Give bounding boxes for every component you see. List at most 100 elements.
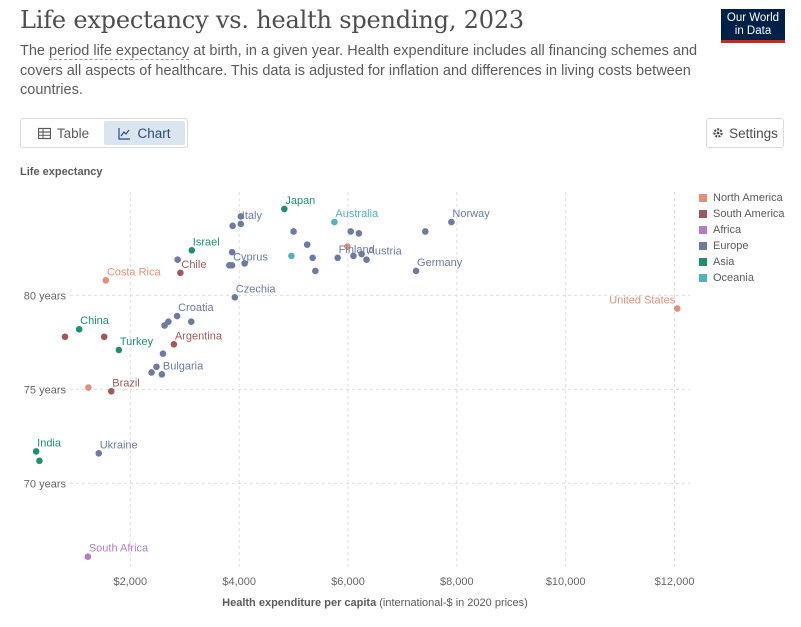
data-point[interactable] [84,553,92,561]
data-point[interactable] [173,312,181,320]
data-point[interactable] [350,252,357,260]
view-tabs: Table Chart [20,118,188,148]
chart-title: Life expectancy vs. health spending, 202… [20,6,524,34]
data-point[interactable] [158,371,166,378]
y-axis-title: Life expectancy [20,166,103,178]
y-tick-label: 70 years [24,478,67,490]
data-point[interactable] [303,241,311,248]
x-tick-label: $10,000 [546,576,586,588]
data-point[interactable] [159,350,167,357]
legend-item[interactable]: Oceania [699,270,785,286]
subtitle-text-post: at birth, in a given year. Health expend… [20,43,698,98]
legend-item[interactable]: Europe [699,238,785,254]
tab-table-label: Table [56,125,90,141]
data-label: Finland [339,244,375,256]
data-point[interactable] [85,384,92,391]
data-point[interactable] [95,450,103,457]
subtitle-link-period-life-expectancy[interactable]: period life expectancy [49,43,190,60]
data-point[interactable] [231,293,239,301]
data-point[interactable] [241,260,248,267]
data-label: South Africa [89,543,149,555]
data-point[interactable] [36,457,43,465]
data-label: Italy [242,210,263,222]
data-point[interactable] [421,228,429,235]
legend-label: South America [713,208,785,220]
data-point[interactable] [363,256,370,263]
data-point[interactable] [281,205,288,213]
data-point[interactable] [174,256,181,263]
data-point[interactable] [32,448,40,455]
data-point[interactable] [334,254,341,262]
chart-icon [118,127,131,140]
data-point[interactable] [331,218,338,226]
x-tick-label: $6,000 [331,576,365,588]
x-tick-labels: $2,000 $4,000 $6,000 $8,000 $10,000 $12,000 [113,576,694,588]
data-label: Croatia [178,302,214,314]
data-point[interactable] [102,277,110,284]
data-point[interactable] [288,252,295,260]
gridlines [70,192,690,570]
data-label: Norway [452,208,490,220]
data-point[interactable] [673,305,681,312]
legend-item[interactable]: South America [699,206,785,222]
legend-label: Asia [713,256,735,268]
legend-label: Africa [713,224,742,236]
data-point[interactable] [344,243,351,250]
data-point[interactable] [170,340,178,348]
chart-subtitle: The period life expectancy at birth, in … [20,42,700,101]
data-point[interactable] [187,318,195,326]
data-points [32,205,681,561]
legend-item[interactable]: North America [699,190,785,206]
data-label: Japan [285,195,315,207]
tab-chart[interactable]: Chart [104,121,185,145]
data-point[interactable] [100,333,108,341]
data-point[interactable] [237,213,245,220]
data-point[interactable] [188,246,196,254]
data-point[interactable] [358,250,365,258]
data-point[interactable] [177,269,184,277]
data-label: Costa Rica [107,266,162,278]
data-point[interactable] [61,333,69,341]
data-point[interactable] [115,346,123,354]
data-point[interactable] [148,369,155,376]
legend: North America South America Africa Europe As… [699,190,785,286]
data-label: Austria [368,246,403,258]
data-label: Chile [181,259,206,271]
data-point[interactable] [226,262,233,269]
data-point[interactable] [448,218,455,226]
data-label: Cyprus [233,251,268,263]
tab-table[interactable]: Table [23,121,104,145]
data-point[interactable] [153,363,160,371]
data-point[interactable] [347,228,355,235]
data-point[interactable] [161,322,168,329]
data-point[interactable] [290,228,297,235]
data-label: United States [609,295,676,307]
x-axis-title-bold: Health expenditure per capita [222,597,377,609]
x-tick-label: $4,000 [222,576,256,588]
legend-item[interactable]: Asia [699,254,785,270]
data-point[interactable] [75,325,83,333]
data-point[interactable] [412,267,420,275]
data-label: Brazil [112,377,140,389]
legend-swatch [699,274,707,282]
data-point[interactable] [309,254,316,262]
data-point[interactable] [355,230,363,237]
data-label: Germany [417,257,463,269]
data-label: Argentina [175,330,223,342]
x-tick-label: $8,000 [440,576,474,588]
data-point[interactable] [229,222,236,230]
subtitle-text-pre: The [20,43,50,59]
settings-button[interactable]: Settings [706,118,784,148]
data-label: Bulgaria [163,360,204,372]
data-point[interactable] [237,220,245,228]
data-label: Ukraine [100,439,138,451]
x-tick-label: $2,000 [113,576,147,588]
data-label: India [37,437,62,449]
legend-item[interactable]: Africa [699,222,785,238]
data-point[interactable] [107,387,115,395]
data-point[interactable] [228,248,236,256]
legend-label: Europe [713,240,749,252]
owid-logo[interactable]: Our World in Data [721,9,785,43]
data-point[interactable] [312,267,319,275]
